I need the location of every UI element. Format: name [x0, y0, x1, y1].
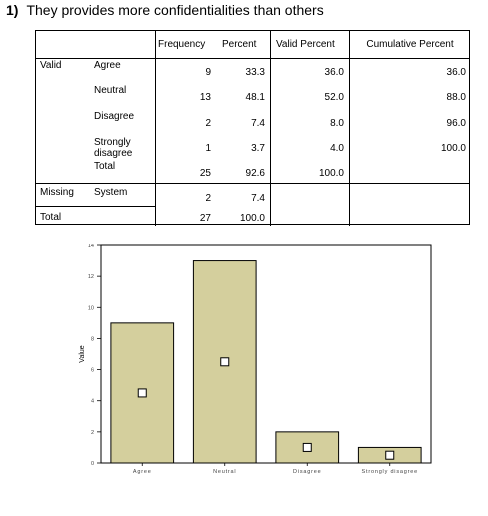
- cell-valid-percent: 100.0: [318, 168, 344, 179]
- cell-percent: 100.0: [239, 213, 265, 224]
- bar-marker: [385, 450, 395, 460]
- frequency-table: Frequency Percent Valid Percent Cumulati…: [35, 30, 470, 226]
- table-divider: [270, 31, 271, 226]
- cell-percent: 92.6: [245, 168, 265, 179]
- cell-percent: 7.4: [251, 193, 265, 204]
- header-frequency: Frequency: [158, 39, 206, 50]
- heading-text: They provides more confidentialities tha…: [26, 2, 324, 18]
- x-tick-label: Disagree: [293, 469, 321, 475]
- cell-frequency: 13: [199, 92, 211, 103]
- cell-cumulative: 100.0: [440, 143, 466, 154]
- cell-cumulative: 88.0: [446, 92, 466, 103]
- cell-frequency: 1: [205, 143, 211, 154]
- table-divider: [349, 31, 350, 226]
- cell-frequency: 25: [199, 168, 211, 179]
- group-missing: Missing: [40, 187, 74, 198]
- cell-valid-percent: 4.0: [330, 143, 344, 154]
- y-tick-label: 4: [91, 399, 94, 405]
- row-label: Neutral: [94, 85, 127, 96]
- table-divider: [155, 31, 156, 226]
- cell-cumulative: 96.0: [446, 118, 466, 129]
- y-tick-label: 12: [88, 274, 94, 280]
- cell-percent: 3.7: [251, 143, 265, 154]
- cell-valid-percent: 52.0: [324, 92, 344, 103]
- x-tick-label: Strongly disagree: [362, 469, 418, 475]
- bar-marker: [220, 357, 230, 367]
- header-percent: Percent: [222, 39, 257, 50]
- row-label-missing: System: [94, 187, 128, 198]
- header-valid-percent: Valid Percent: [276, 39, 335, 50]
- table-divider: [36, 206, 156, 207]
- row-label: Agree: [94, 60, 121, 71]
- y-tick-label: 8: [91, 336, 94, 342]
- cell-frequency: 2: [205, 193, 211, 204]
- y-tick-label: 2: [91, 430, 94, 436]
- bar-chart-svg: 0 2 4 6 8 10 12 14 Value Agree Neutral Disagree Stro…: [79, 244, 432, 475]
- group-total: Total: [40, 212, 62, 223]
- cell-percent: 48.1: [245, 92, 265, 103]
- y-tick-label: 10: [88, 305, 94, 311]
- cell-frequency: 9: [205, 67, 211, 78]
- heading-number: 1): [6, 2, 19, 18]
- row-label: Total: [94, 161, 116, 172]
- cell-cumulative: 36.0: [446, 67, 466, 78]
- header-cumulative-percent: Cumulative Percent: [366, 39, 454, 50]
- group-valid: Valid: [40, 60, 62, 71]
- bar-marker: [302, 442, 312, 452]
- x-tick-label: Neutral: [213, 469, 236, 475]
- x-tick-label: Agree: [133, 469, 152, 475]
- cell-percent: 33.3: [245, 67, 265, 78]
- y-tick-label: 14: [88, 244, 94, 249]
- cell-frequency: 27: [199, 213, 211, 224]
- cell-valid-percent: 8.0: [330, 118, 344, 129]
- row-label: Disagree: [94, 111, 135, 122]
- cell-valid-percent: 36.0: [324, 67, 344, 78]
- y-tick-label: 0: [91, 461, 94, 467]
- row-label: Strongly: [94, 137, 131, 148]
- bar-marker: [137, 388, 147, 398]
- y-tick-label: 6: [91, 368, 94, 374]
- table-divider: [36, 58, 469, 59]
- table-divider: [36, 183, 469, 184]
- section-heading: 1) They provides more confidentialities t…: [6, 2, 324, 18]
- y-axis-label: Value: [79, 345, 86, 362]
- row-label: disagree: [94, 148, 133, 159]
- bar-chart: 0 2 4 6 8 10 12 14 Value Agree Neutral Disagree Stro…: [60, 244, 480, 484]
- cell-frequency: 2: [205, 118, 211, 129]
- cell-percent: 7.4: [251, 118, 265, 129]
